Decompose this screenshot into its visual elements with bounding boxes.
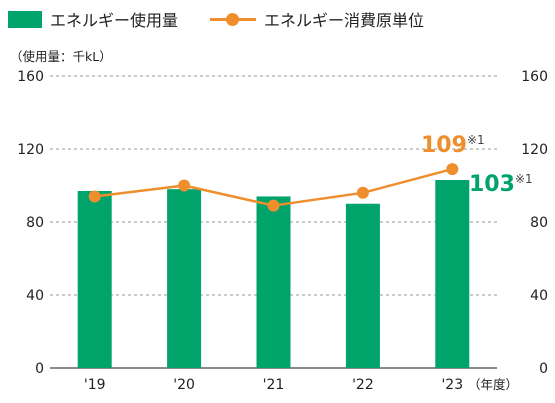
y2-tick-label: 80: [530, 215, 548, 231]
x-tick-label: '21: [263, 377, 285, 393]
y2-tick-label: 120: [521, 142, 548, 158]
y-tick-label: 120: [17, 142, 44, 158]
bar-data-label: 103※1: [469, 172, 533, 197]
legend-bar-swatch: [8, 10, 42, 28]
x-tick-label: '20: [173, 377, 195, 393]
y-tick-label: 160: [17, 69, 44, 85]
x-tick-label: '22: [352, 377, 374, 393]
bar: [345, 203, 380, 368]
bar: [435, 180, 470, 368]
legend-item-energy-intensity: エネルギー消費原単位: [210, 7, 424, 31]
line-point: [88, 190, 101, 203]
y-tick-label: 40: [26, 288, 44, 304]
y-tick-label: 80: [26, 215, 44, 231]
legend-bar-label: エネルギー使用量: [50, 11, 179, 30]
line-point: [267, 199, 280, 212]
bar: [77, 190, 112, 368]
y2-tick-label: 160: [521, 69, 548, 85]
legend-line-swatch: [210, 11, 257, 28]
x-unit-label: （年度）: [468, 377, 518, 392]
bar: [256, 196, 291, 368]
legend-item-energy-usage: エネルギー使用量: [8, 7, 178, 31]
y-tick-label: 0: [35, 361, 44, 377]
x-tick-label: '19: [84, 377, 106, 393]
y2-tick-label: 0: [539, 361, 548, 377]
unit-label: （使用量：千kL）: [10, 49, 112, 64]
x-tick-label: '23: [441, 377, 463, 393]
line-point: [446, 163, 459, 176]
y2-tick-label: 40: [530, 288, 548, 304]
line-data-label: 109※1: [421, 133, 485, 158]
line-point: [178, 179, 191, 192]
legend-line-label: エネルギー消費原単位: [264, 11, 425, 30]
bar: [167, 189, 202, 368]
line-point: [356, 186, 369, 199]
legend: エネルギー使用量 エネルギー消費原単位: [8, 5, 456, 33]
